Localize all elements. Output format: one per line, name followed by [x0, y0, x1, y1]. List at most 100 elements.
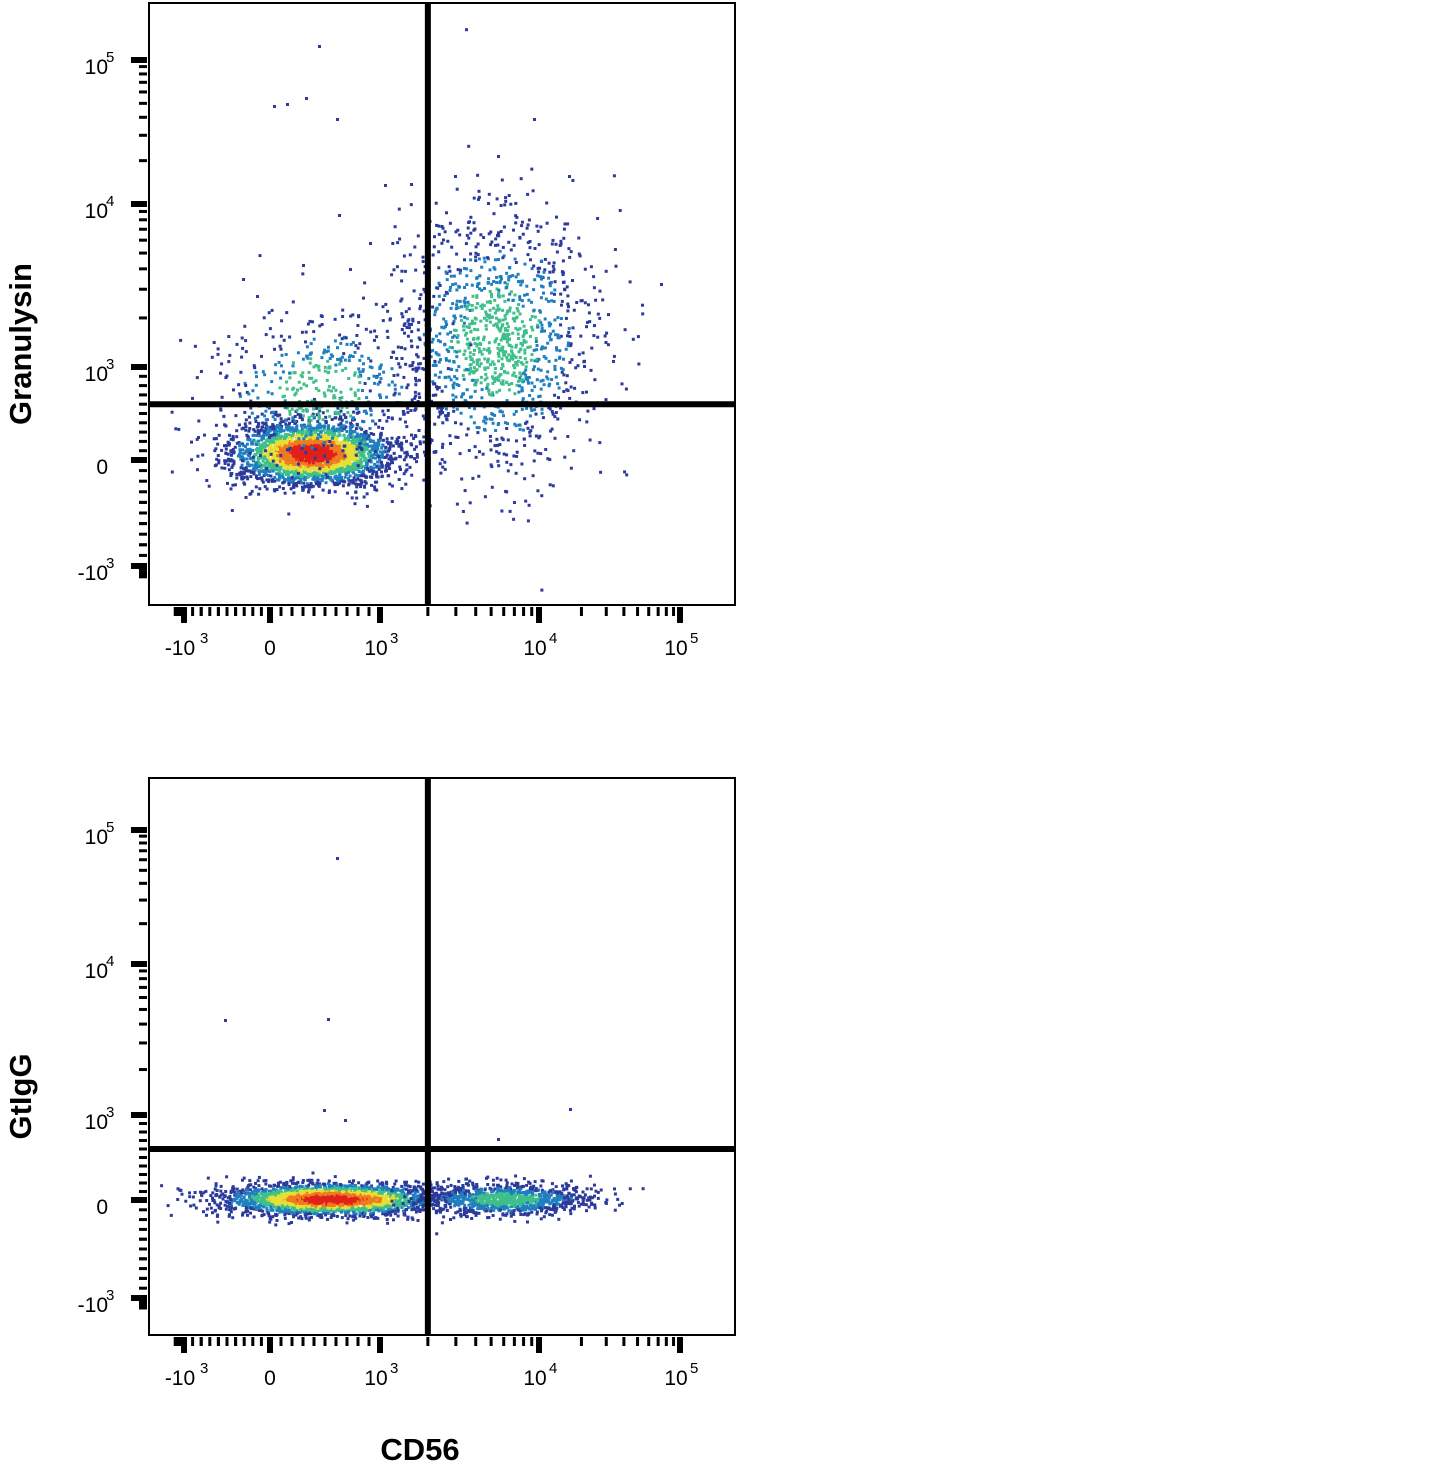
event-dot [320, 459, 324, 463]
event-dot [414, 383, 418, 387]
event-dot [533, 118, 536, 121]
event-dot [514, 327, 518, 330]
event-dot [556, 316, 560, 320]
x-minor-tick [367, 607, 371, 616]
event-dot [495, 437, 499, 441]
event-dot [598, 316, 602, 320]
event-dot [449, 285, 452, 289]
event-dot [412, 289, 416, 293]
event-dot [278, 485, 282, 489]
event-dot [345, 406, 349, 409]
event-dot [344, 415, 348, 419]
event-dot [566, 309, 570, 313]
event-dot [516, 309, 520, 313]
event-dot [400, 297, 404, 301]
event-dot [397, 207, 401, 211]
event-dot [225, 374, 229, 378]
event-dot [523, 293, 527, 297]
event-dot [278, 1180, 282, 1184]
event-dot [359, 457, 363, 461]
event-dot [443, 230, 447, 234]
event-dot [279, 347, 283, 351]
event-dot [551, 484, 555, 488]
event-dot [316, 420, 320, 424]
event-dot [475, 426, 479, 429]
event-dot [352, 461, 356, 465]
event-dot [488, 308, 492, 312]
event-dot [421, 414, 425, 418]
event-dot [497, 327, 501, 331]
event-dot [471, 294, 475, 298]
event-dot [268, 435, 272, 439]
event-dot [319, 452, 323, 456]
event-dot [413, 390, 417, 394]
event-dot [375, 446, 379, 450]
event-dot [499, 275, 503, 278]
event-dot [495, 281, 499, 284]
event-dot [240, 336, 244, 340]
event-dot [398, 365, 402, 369]
event-dot [481, 452, 485, 456]
event-dot [263, 485, 267, 489]
event-dot [501, 379, 505, 383]
y-minor-tick [139, 218, 147, 222]
event-dot [273, 347, 276, 351]
event-dot [378, 436, 382, 440]
event-dot [348, 1180, 352, 1184]
event-dot [544, 448, 548, 451]
event-dot [413, 434, 417, 438]
event-dot [195, 376, 199, 380]
event-dot [268, 437, 272, 441]
event-dot [462, 267, 466, 270]
x-minor-tick [664, 607, 668, 616]
event-dot [510, 345, 514, 349]
event-dot [358, 465, 362, 469]
event-dot [470, 304, 474, 307]
event-dot [498, 409, 502, 413]
event-dot [479, 362, 483, 366]
event-dot [660, 283, 663, 286]
event-dot [419, 293, 423, 297]
event-dot [501, 336, 504, 340]
event-dot [473, 348, 476, 352]
event-dot [392, 393, 396, 397]
event-dot [506, 329, 510, 333]
event-dot [386, 408, 390, 412]
event-dot [567, 327, 571, 330]
event-dot [375, 488, 379, 492]
event-dot [375, 470, 379, 474]
event-dot [307, 416, 311, 420]
event-dot [336, 357, 340, 361]
event-dot [292, 462, 295, 466]
y-major-tick [131, 201, 147, 207]
event-dot [487, 388, 491, 392]
event-dot [502, 414, 505, 418]
event-dot [533, 315, 537, 319]
event-dot [328, 465, 331, 469]
event-dot [530, 381, 534, 385]
event-dot [500, 410, 504, 414]
event-dot [462, 377, 466, 381]
event-dot [486, 281, 490, 285]
event-dot [559, 334, 563, 338]
event-dot [287, 479, 291, 483]
event-dot [229, 450, 233, 454]
event-dot [266, 430, 270, 434]
event-dot [392, 350, 396, 354]
event-dot [458, 285, 461, 289]
event-dot [263, 441, 267, 445]
event-dot [528, 394, 532, 397]
event-dot [298, 1187, 302, 1191]
event-dot [514, 275, 518, 279]
event-dot [431, 305, 435, 309]
event-dot [418, 440, 422, 444]
event-dot [349, 432, 353, 436]
event-dot [241, 459, 244, 463]
event-dot [506, 422, 509, 426]
event-dot [507, 337, 511, 341]
x-minor-tick [647, 607, 651, 616]
event-dot [328, 440, 332, 443]
x-minor-tick [242, 607, 246, 616]
event-dot [231, 438, 235, 442]
event-dot [455, 355, 459, 359]
